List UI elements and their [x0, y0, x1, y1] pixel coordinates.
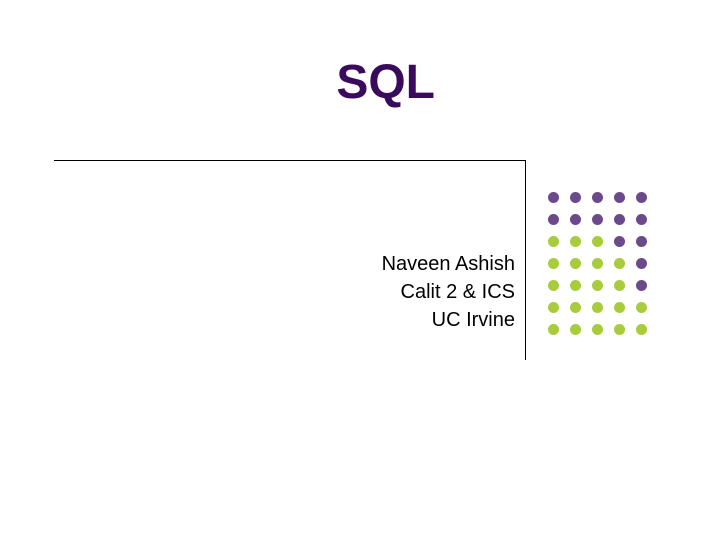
dot-icon [636, 280, 647, 291]
dot-icon [570, 324, 581, 335]
dot-icon [548, 258, 559, 269]
dot-icon [570, 192, 581, 203]
dot-icon [548, 280, 559, 291]
dot-icon [570, 258, 581, 269]
dot-icon [614, 302, 625, 313]
dot-icon [592, 214, 603, 225]
dot-icon [548, 214, 559, 225]
dot-icon [636, 258, 647, 269]
dot-icon [614, 324, 625, 335]
dot-icon [614, 258, 625, 269]
dot-icon [570, 214, 581, 225]
dot-icon [636, 214, 647, 225]
vertical-divider [525, 160, 526, 360]
dot-icon [592, 192, 603, 203]
dot-icon [548, 324, 559, 335]
dot-icon [548, 192, 559, 203]
dot-icon [614, 280, 625, 291]
slide-title: SQL [336, 55, 435, 110]
dot-icon [570, 236, 581, 247]
dot-icon [592, 236, 603, 247]
dot-icon [570, 302, 581, 313]
dot-icon [636, 236, 647, 247]
author-block: Naveen Ashish Calit 2 & ICS UC Irvine [382, 250, 515, 334]
dot-icon [548, 236, 559, 247]
dot-icon [592, 258, 603, 269]
dot-icon [570, 280, 581, 291]
decorative-dot-grid [548, 192, 658, 346]
horizontal-divider [54, 160, 526, 161]
dot-icon [636, 302, 647, 313]
dot-icon [614, 236, 625, 247]
dot-icon [592, 280, 603, 291]
author-line-2: Calit 2 & ICS [382, 278, 515, 306]
dot-icon [614, 192, 625, 203]
dot-icon [592, 302, 603, 313]
author-line-1: Naveen Ashish [382, 250, 515, 278]
dot-icon [592, 324, 603, 335]
dot-icon [614, 214, 625, 225]
dot-icon [548, 302, 559, 313]
dot-icon [636, 192, 647, 203]
dot-icon [636, 324, 647, 335]
author-line-3: UC Irvine [382, 306, 515, 334]
